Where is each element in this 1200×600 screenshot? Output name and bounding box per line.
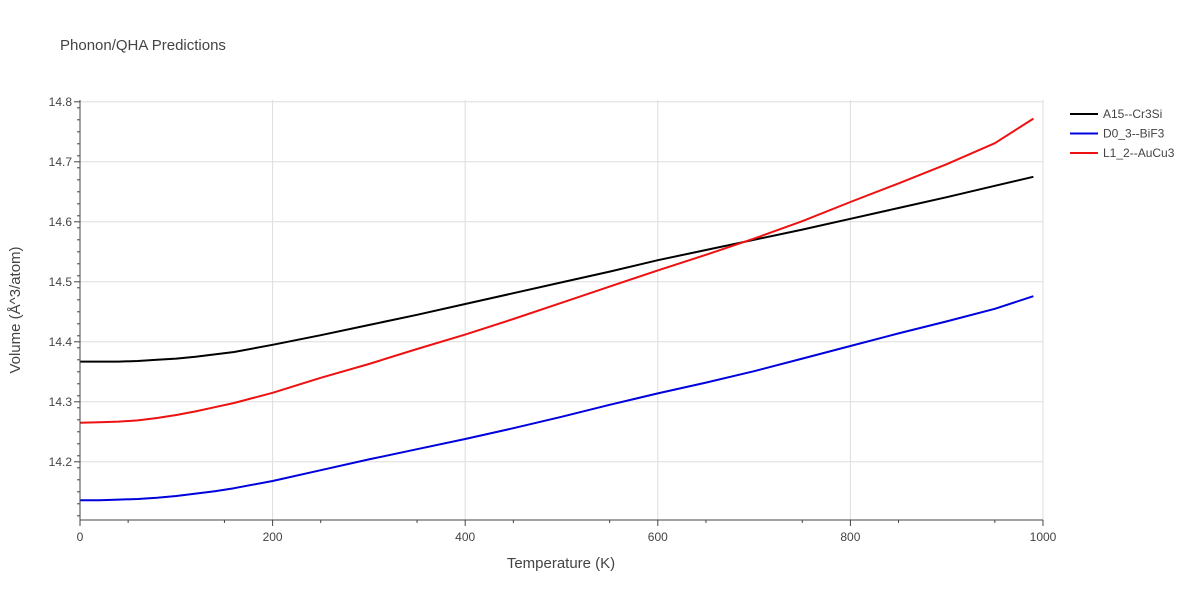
axes: 0 200 400 600 800 1000 14.2 14.3 14.4 14.5 14.6 14.… — [49, 95, 1057, 544]
y-tick-label: 14.4 — [49, 335, 73, 349]
y-tick-label: 14.3 — [49, 395, 73, 409]
x-tick-label: 400 — [455, 530, 475, 544]
y-tick-label: 14.2 — [49, 455, 73, 469]
y-axis-title: Volume (Å^3/atom) — [7, 246, 24, 373]
chart-title: Phonon/QHA Predictions — [60, 37, 226, 54]
grid — [80, 100, 1044, 520]
x-tick-label: 0 — [77, 530, 84, 544]
legend-item-3[interactable]: L1_2--AuCu3 — [1070, 146, 1175, 160]
x-tick-label: 1000 — [1030, 530, 1057, 544]
legend-label: D0_3--BiF3 — [1103, 127, 1165, 141]
x-tick-label: 600 — [648, 530, 668, 544]
series-line-3 — [79, 117, 1034, 424]
x-tick-label: 200 — [263, 530, 283, 544]
y-tick-label: 14.7 — [49, 155, 73, 169]
legend-label: L1_2--AuCu3 — [1103, 146, 1175, 160]
x-tick-label: 800 — [840, 530, 860, 544]
legend[interactable]: A15--Cr3Si D0_3--BiF3 L1_2--AuCu3 — [1070, 107, 1175, 160]
series-line-2 — [80, 295, 1034, 502]
legend-item-1[interactable]: A15--Cr3Si — [1070, 107, 1162, 121]
series-line-1 — [80, 175, 1034, 363]
y-tick-label: 14.6 — [49, 215, 73, 229]
legend-label: A15--Cr3Si — [1103, 107, 1162, 121]
y-tick-label: 14.5 — [49, 275, 73, 289]
plot-area — [79, 117, 1034, 502]
y-tick-label: 14.8 — [49, 95, 73, 109]
x-axis-title: Temperature (K) — [507, 555, 615, 572]
legend-item-2[interactable]: D0_3--BiF3 — [1070, 127, 1165, 141]
